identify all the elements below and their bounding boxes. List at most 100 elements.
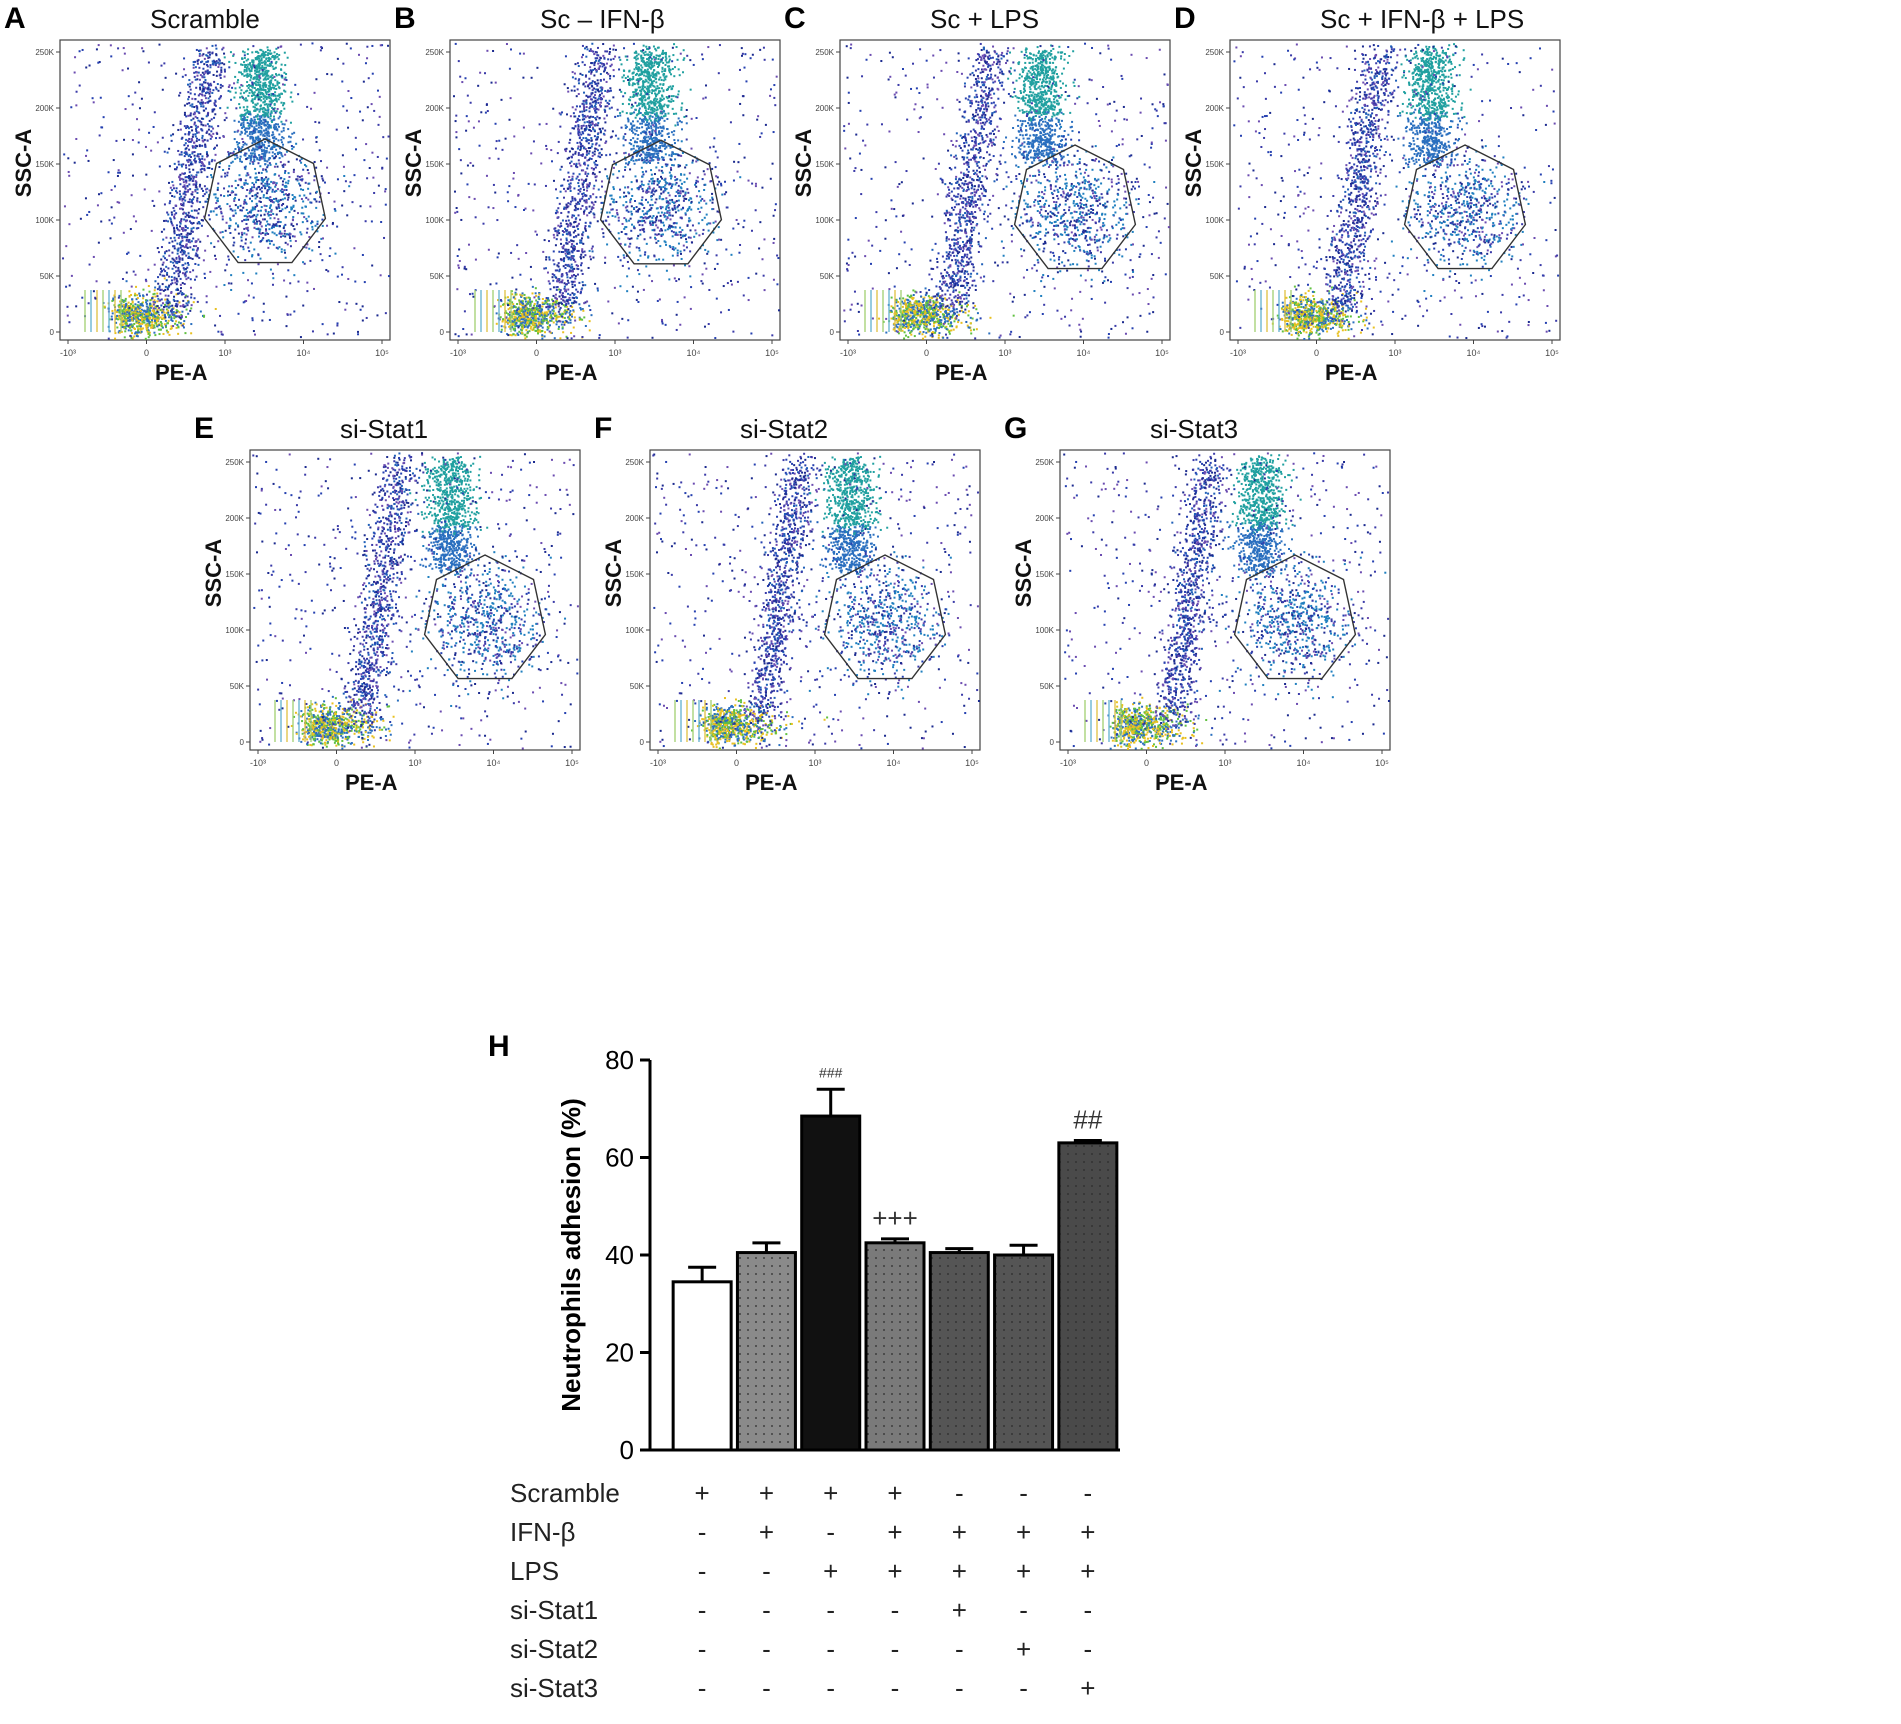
treatment-mark: - xyxy=(1009,1673,1039,1704)
x-tick-label: 10⁵ xyxy=(565,758,579,768)
x-tick-label: 10³ xyxy=(408,758,421,768)
treatment-mark: - xyxy=(1009,1478,1039,1509)
y-tick-label: 100K xyxy=(1205,216,1224,225)
treatment-mark: + xyxy=(1073,1556,1103,1587)
treatment-mark: + xyxy=(944,1517,974,1548)
y-tick-label: 150K xyxy=(425,160,444,169)
y-tick-label: 0 xyxy=(640,738,645,747)
treatment-name: IFN-β xyxy=(510,1517,576,1548)
treatment-mark: - xyxy=(751,1634,781,1665)
y-axis-label: SSC-A xyxy=(201,539,227,607)
x-tick-label: 10³ xyxy=(608,348,621,358)
panel-title: si-Stat3 xyxy=(1150,414,1238,445)
panel-title: Sc – IFN-β xyxy=(540,4,665,35)
y-tick-label: 50K xyxy=(820,272,835,281)
bar-1 xyxy=(671,1280,733,1452)
treatment-name: si-Stat3 xyxy=(510,1673,598,1704)
y-axis-label: SSC-A xyxy=(11,129,37,197)
flow-plot: 0 50K 100K 150K 200K 250K -10³ 0 10³ 10⁴ 10⁵ xyxy=(35,39,391,358)
treatment-mark: - xyxy=(1009,1595,1039,1626)
bar-2 xyxy=(735,1251,797,1452)
treatment-mark: + xyxy=(880,1517,910,1548)
flow-plot: 0 50K 100K 150K 200K 250K -10³ 0 10³ 10⁴ 10⁵ xyxy=(625,449,981,768)
bar-6 xyxy=(993,1253,1055,1452)
y-tick-label: 150K xyxy=(225,570,244,579)
treatment-mark: - xyxy=(880,1673,910,1704)
y-tick-label: 0 xyxy=(830,328,835,337)
y-tick-label: 250K xyxy=(425,48,444,57)
bar-3 xyxy=(800,1114,862,1452)
treatment-row: si-Stat1 - - - - + - - xyxy=(510,1595,1330,1634)
bar-5 xyxy=(928,1251,990,1452)
x-tick-label: 10⁴ xyxy=(1467,348,1481,358)
x-tick-label: 0 xyxy=(1314,348,1319,358)
gate-polygon xyxy=(823,554,947,680)
treatment-mark: - xyxy=(751,1556,781,1587)
treatment-mark: - xyxy=(816,1517,846,1548)
y-tick-label: 150K xyxy=(815,160,834,169)
x-tick-label: 10⁵ xyxy=(765,348,779,358)
treatment-mark: + xyxy=(1009,1556,1039,1587)
y-tick-label: 200K xyxy=(1035,514,1054,523)
y-tick-label: 100K xyxy=(815,216,834,225)
y-tick-label: 50K xyxy=(230,682,245,691)
y-tick-label: 0 xyxy=(50,328,55,337)
treatment-row: si-Stat2 - - - - - + - xyxy=(510,1634,1330,1673)
y-tick-label: 100K xyxy=(35,216,54,225)
scatter-points xyxy=(252,452,579,750)
panel-label-h: H xyxy=(488,1030,510,1064)
flow-plot: 0 50K 100K 150K 200K 250K -10³ 0 10³ 10⁴ 10⁵ xyxy=(815,39,1171,358)
y-tick-label: 0 xyxy=(240,738,245,747)
y-tick-label: 250K xyxy=(35,48,54,57)
treatment-row: LPS - - + + + + + xyxy=(510,1556,1330,1595)
scatter-points xyxy=(1233,43,1560,340)
y-tick-label: 50K xyxy=(40,272,55,281)
y-tick-label: 150K xyxy=(35,160,54,169)
bar-4 xyxy=(864,1241,926,1452)
y-axis-label: Neutrophils adhesion (%) xyxy=(556,1098,586,1411)
panel-title: Sc + LPS xyxy=(930,4,1039,35)
x-tick-label: -10³ xyxy=(1060,758,1076,768)
x-tick-label: 10³ xyxy=(998,348,1011,358)
flow-panel-a: A Scramble 0 50K 100K 150K 200K 250K -10³ 0 10³ 10⁴… xyxy=(0,0,470,440)
treatment-row: Scramble + + + + - - - xyxy=(510,1478,1330,1517)
panel-label: D xyxy=(1174,2,1196,36)
y-tick-label: 200K xyxy=(625,514,644,523)
flow-plot: 0 50K 100K 150K 200K 250K -10³ 0 10³ 10⁴ 10⁵ xyxy=(1205,39,1561,358)
panel-title: si-Stat2 xyxy=(740,414,828,445)
y-tick-label: 100K xyxy=(425,216,444,225)
x-tick-label: 10⁵ xyxy=(1375,758,1389,768)
treatment-mark: + xyxy=(880,1556,910,1587)
treatment-mark: - xyxy=(816,1673,846,1704)
x-tick-label: 10⁴ xyxy=(1297,758,1311,768)
treatment-mark: - xyxy=(687,1634,717,1665)
y-tick-label: 50K xyxy=(1040,682,1055,691)
significance-annotation: +++ xyxy=(872,1203,918,1233)
y-tick-label: 40 xyxy=(605,1240,634,1270)
panel-label: G xyxy=(1004,412,1027,446)
y-tick-label: 150K xyxy=(1035,570,1054,579)
x-tick-label: -10³ xyxy=(450,348,466,358)
x-axis-label: PE-A xyxy=(545,360,598,386)
y-tick-label: 0 xyxy=(1050,738,1055,747)
treatment-mark: - xyxy=(687,1517,717,1548)
scatter-points xyxy=(452,42,780,340)
treatment-mark: - xyxy=(944,1634,974,1665)
y-tick-label: 250K xyxy=(1205,48,1224,57)
y-tick-label: 150K xyxy=(625,570,644,579)
x-tick-label: 10⁵ xyxy=(965,758,979,768)
x-axis-label: PE-A xyxy=(345,770,398,796)
x-tick-label: 10⁴ xyxy=(887,758,901,768)
panel-label: A xyxy=(4,2,26,36)
treatment-mark: - xyxy=(687,1673,717,1704)
panel-title: Scramble xyxy=(150,4,260,35)
treatment-mark: - xyxy=(687,1595,717,1626)
x-tick-label: -10³ xyxy=(250,758,266,768)
gate-polygon xyxy=(599,139,723,265)
y-axis-label: SSC-A xyxy=(601,539,627,607)
treatment-mark: + xyxy=(944,1595,974,1626)
panel-title: Sc + IFN-β + LPS xyxy=(1320,4,1524,35)
treatment-mark: - xyxy=(880,1595,910,1626)
